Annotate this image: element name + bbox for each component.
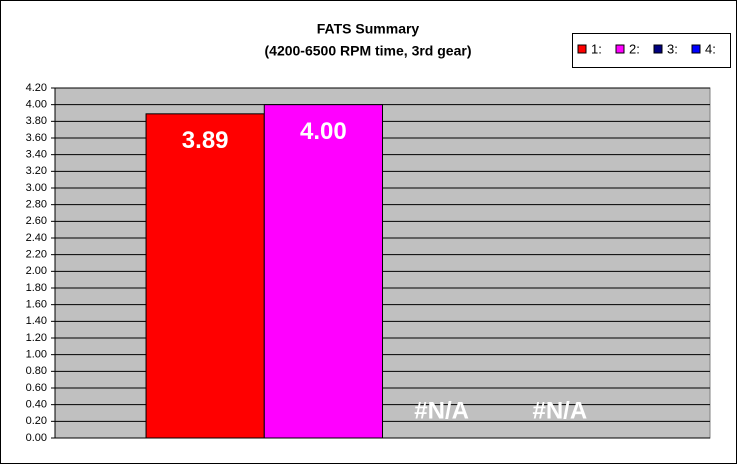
chart-subtitle: (4200-6500 RPM time, 3rd gear) xyxy=(265,43,472,59)
y-tick-label: 2.40 xyxy=(26,232,47,244)
y-tick-label: 0.80 xyxy=(26,365,47,377)
y-tick-label: 2.20 xyxy=(26,249,47,261)
bar xyxy=(263,104,383,439)
y-tick-label: 0.40 xyxy=(26,399,47,411)
legend-label: 1: xyxy=(591,41,602,56)
bar xyxy=(145,113,265,439)
y-tick-label: 3.60 xyxy=(26,132,47,144)
y-tick-label: 2.60 xyxy=(26,215,47,227)
legend-label: 4: xyxy=(705,41,716,56)
y-tick-label: 3.80 xyxy=(26,115,47,127)
y-tick-label: 0.20 xyxy=(26,415,47,427)
value-label: 3.89 xyxy=(182,127,229,154)
y-tick-label: 1.80 xyxy=(26,282,47,294)
value-label: #N/A xyxy=(414,397,469,424)
y-tick-label: 3.40 xyxy=(26,149,47,161)
legend-label: 3: xyxy=(667,41,678,56)
legend-label: 2: xyxy=(629,41,640,56)
y-tick-label: 2.80 xyxy=(26,199,47,211)
y-tick-label: 3.00 xyxy=(26,182,47,194)
y-tick-label: 4.20 xyxy=(26,82,47,94)
value-label: 4.00 xyxy=(300,118,347,145)
y-tick-label: 3.20 xyxy=(26,165,47,177)
legend-swatch xyxy=(691,44,701,54)
y-tick-label: 0.60 xyxy=(26,382,47,394)
legend-swatch xyxy=(577,44,587,54)
chart-title: FATS Summary xyxy=(317,21,420,37)
y-tick-label: 4.00 xyxy=(26,99,47,111)
y-tick-label: 1.20 xyxy=(26,332,47,344)
legend-swatch xyxy=(653,44,663,54)
y-tick-label: 1.60 xyxy=(26,299,47,311)
legend-swatch xyxy=(615,44,625,54)
y-tick-label: 1.40 xyxy=(26,315,47,327)
y-tick-label: 2.00 xyxy=(26,265,47,277)
legend-box xyxy=(572,33,731,68)
value-label: #N/A xyxy=(532,397,587,424)
y-tick-label: 1.00 xyxy=(26,349,47,361)
y-tick-label: 0.00 xyxy=(26,432,47,444)
